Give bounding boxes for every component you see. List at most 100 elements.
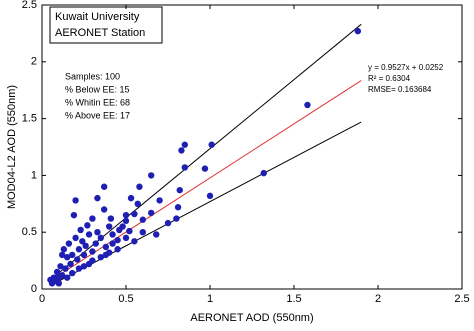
point (139, 229, 146, 236)
point (63, 274, 71, 281)
reference-line (50, 121, 362, 287)
x-tick-label: 1 (207, 293, 213, 305)
fit-text: RMSE= 0.163684 (368, 85, 432, 94)
point (57, 263, 64, 270)
point (109, 240, 116, 247)
point (85, 231, 93, 238)
title-box (49, 6, 163, 44)
point (47, 276, 54, 284)
point (53, 268, 61, 276)
point (181, 141, 188, 148)
point (69, 269, 76, 277)
plot-frame (41, 4, 463, 290)
point (89, 215, 96, 222)
point (72, 197, 79, 204)
point (94, 229, 101, 236)
point (174, 204, 182, 211)
x-tick-label: 0.5 (118, 293, 133, 305)
point (67, 260, 74, 268)
point (206, 192, 214, 200)
point (139, 216, 146, 223)
point (97, 234, 105, 242)
point (74, 256, 81, 263)
point (97, 253, 105, 261)
point (156, 197, 163, 204)
point (122, 211, 130, 219)
point (89, 248, 96, 255)
chart-title: AERONET Station (55, 27, 145, 39)
x-tick-label: 2 (375, 293, 381, 305)
point (55, 280, 62, 287)
point (304, 101, 311, 109)
point (72, 234, 79, 242)
x-tick-label: 2.5 (454, 293, 469, 305)
reference-line (50, 80, 362, 282)
point (178, 147, 185, 154)
point (109, 231, 116, 238)
point (131, 210, 138, 218)
point (148, 209, 155, 217)
point (164, 219, 172, 227)
point (153, 231, 160, 238)
point (62, 265, 69, 272)
point (75, 265, 83, 272)
point (102, 251, 110, 259)
point (127, 194, 135, 202)
point (94, 194, 101, 202)
point (77, 226, 84, 234)
point (100, 183, 108, 190)
y-tick-label: 1.5 (22, 113, 37, 125)
point (131, 238, 138, 245)
point (116, 226, 123, 234)
point (354, 27, 362, 35)
point (100, 206, 108, 213)
fit-text: y = 0.9527x + 0.0252 (368, 63, 444, 72)
point (60, 246, 68, 253)
point (176, 186, 183, 194)
point (58, 251, 66, 259)
stats-text: Samples: 100 (65, 71, 120, 81)
stats-text: % Above EE: 17 (65, 110, 130, 120)
point (173, 215, 180, 222)
point (201, 165, 209, 172)
point (134, 200, 141, 207)
stats-text: % Whitin EE: 68 (65, 97, 130, 107)
y-tick-label: 1 (31, 169, 37, 181)
point (114, 246, 121, 253)
point (181, 164, 188, 171)
point (148, 172, 155, 179)
point (70, 211, 78, 219)
point (106, 223, 113, 230)
point (65, 240, 73, 247)
point (80, 263, 88, 270)
point (69, 251, 76, 259)
point (126, 227, 133, 235)
y-tick-label: 2 (31, 56, 37, 68)
point (84, 222, 91, 229)
point (63, 253, 71, 261)
x-tick-label: 0 (39, 293, 45, 305)
point (82, 242, 89, 250)
point (102, 243, 110, 251)
point (79, 238, 86, 245)
point (114, 236, 121, 244)
point (122, 234, 130, 242)
chart-title: Kuwait University (55, 11, 140, 23)
point (107, 215, 115, 222)
x-axis-label: AERONET AOD (550nm) (190, 312, 313, 324)
y-tick-label: 0.5 (22, 226, 37, 238)
point (260, 169, 267, 177)
point (208, 141, 215, 148)
x-tick-label: 1.5 (286, 293, 301, 305)
y-tick-label: 2.5 (22, 0, 37, 11)
point (80, 251, 88, 259)
point (92, 240, 99, 247)
point (89, 257, 96, 264)
point (122, 217, 130, 225)
fit-text: R² = 0.6304 (368, 74, 411, 83)
stats-text: % Below EE: 15 (65, 84, 130, 94)
point (136, 183, 143, 190)
y-axis-label: MOD04-L2 AOD (550nm) (6, 85, 18, 209)
point (75, 246, 83, 253)
